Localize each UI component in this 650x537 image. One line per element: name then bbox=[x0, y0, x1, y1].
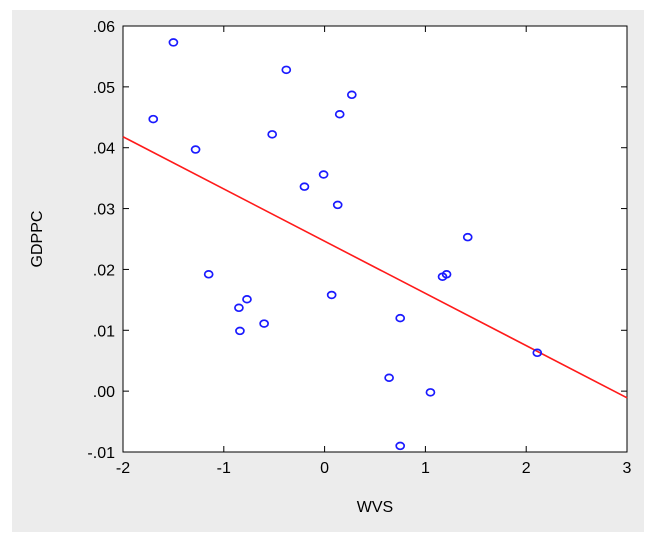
scatter-point bbox=[425, 388, 436, 397]
y-tick-label: -.01 bbox=[87, 445, 115, 462]
scatter-point bbox=[242, 294, 252, 304]
scatter-point bbox=[395, 441, 406, 451]
x-tick-label: 0 bbox=[320, 460, 329, 477]
scatter-point bbox=[318, 170, 329, 179]
y-tick-label: .04 bbox=[93, 141, 115, 158]
y-tick-label: .00 bbox=[93, 384, 115, 401]
scatter-point bbox=[334, 109, 345, 119]
scatter-point bbox=[346, 90, 357, 100]
y-tick-label: .01 bbox=[93, 323, 115, 340]
scatter-point bbox=[234, 303, 244, 313]
y-tick-label: .03 bbox=[93, 202, 115, 219]
scatter-point bbox=[326, 290, 337, 300]
x-tick-label: 2 bbox=[522, 460, 531, 477]
scatter-point bbox=[395, 313, 406, 323]
scatter-point bbox=[332, 200, 343, 210]
y-tick-labels: -.01 .00 .01 .02 .03 .04 .05 .06 bbox=[87, 19, 115, 462]
scatter-point bbox=[441, 270, 452, 279]
x-tick-label: -2 bbox=[116, 460, 130, 477]
plot-area bbox=[122, 25, 628, 453]
data-points bbox=[148, 38, 543, 451]
tick-marks bbox=[122, 25, 628, 453]
x-tick-label: -1 bbox=[217, 460, 231, 477]
scatter-point bbox=[384, 373, 394, 383]
y-tick-label: .05 bbox=[93, 80, 115, 97]
x-tick-label: 3 bbox=[623, 460, 632, 477]
regression-line bbox=[122, 136, 628, 399]
scatter-point bbox=[259, 319, 269, 328]
scatter-point bbox=[203, 270, 214, 279]
scatter-point bbox=[168, 38, 179, 47]
y-tick-label: .06 bbox=[93, 19, 115, 36]
scatter-point bbox=[532, 348, 543, 358]
y-tick-label: .02 bbox=[93, 262, 115, 279]
scatter-point bbox=[148, 114, 159, 124]
scatter-point bbox=[281, 65, 292, 75]
scatter-point bbox=[235, 326, 245, 336]
x-tick-labels: -2 -1 0 1 2 3 bbox=[116, 460, 632, 477]
scatter-point bbox=[462, 232, 473, 242]
y-axis-title: GDPPC bbox=[29, 211, 46, 268]
x-axis-title: WVS bbox=[357, 499, 393, 516]
scatter-point bbox=[267, 130, 278, 139]
scatter-point bbox=[299, 182, 310, 191]
scatter-point bbox=[190, 145, 201, 154]
x-tick-label: 1 bbox=[421, 460, 430, 477]
